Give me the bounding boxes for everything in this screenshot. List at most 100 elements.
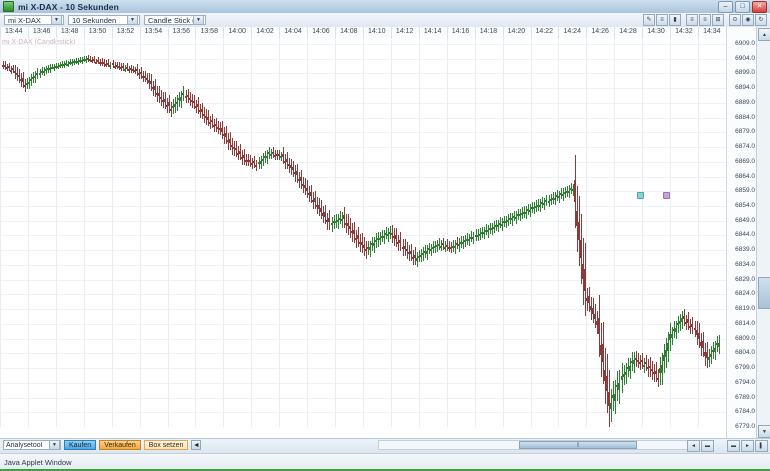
- candle-body: [310, 191, 313, 197]
- candle-body: [257, 162, 260, 165]
- candle-body: [2, 64, 4, 67]
- candle-body: [194, 105, 197, 108]
- minimize-button[interactable]: –: [718, 0, 733, 13]
- candle-body: [456, 243, 459, 246]
- sell-marker[interactable]: [663, 192, 670, 200]
- scroll-left-button[interactable]: ◄: [687, 440, 700, 452]
- zoom-out-icon[interactable]: ⊙: [729, 14, 741, 26]
- align-left-icon[interactable]: ≡: [686, 14, 698, 26]
- status-bar: Java Applet Window: [0, 453, 770, 471]
- analysetool-select[interactable]: Analysetool ▼: [3, 440, 61, 450]
- scroll-up-button[interactable]: ▲: [758, 28, 770, 41]
- candlestick: [640, 38, 643, 427]
- grid-icon[interactable]: ⊞: [712, 14, 724, 26]
- candle-body: [291, 167, 294, 171]
- scroll-down-button[interactable]: ▼: [758, 425, 770, 438]
- chevron-down-icon[interactable]: ▼: [51, 15, 62, 25]
- refresh-icon[interactable]: ↻: [755, 14, 767, 26]
- scroll-end-button[interactable]: ▌: [755, 440, 768, 452]
- vertical-scroll-thumb[interactable]: [758, 277, 770, 309]
- candle-body: [62, 64, 65, 67]
- align-right-icon[interactable]: ≡: [699, 14, 711, 26]
- candle-body: [675, 327, 678, 332]
- scroll-expand-button[interactable]: ▬: [727, 440, 740, 452]
- chevron-down-icon[interactable]: ▼: [49, 440, 60, 450]
- candle-body: [64, 63, 67, 66]
- candle-body: [650, 369, 653, 372]
- candle-body: [379, 237, 382, 240]
- set-box-button[interactable]: Box setzen: [143, 440, 189, 450]
- zoom-in-icon[interactable]: ◉: [742, 14, 754, 26]
- time-axis-separator: [83, 27, 85, 38]
- candle-body: [344, 222, 347, 225]
- scroll-right-button[interactable]: ►: [741, 440, 754, 452]
- time-axis-separator: [0, 27, 1, 38]
- vertical-gridline: [27, 38, 29, 427]
- candle-body: [145, 77, 148, 80]
- candlestick: [541, 38, 544, 427]
- time-axis-label: 14:10: [368, 28, 386, 35]
- horizontal-scrollbar[interactable]: ▯: [378, 440, 708, 450]
- candlestick: [156, 38, 159, 427]
- candlestick: [342, 38, 345, 427]
- candle-body: [630, 360, 633, 363]
- time-axis-label: 14:20: [507, 28, 526, 35]
- candle-body: [190, 100, 193, 103]
- instrument-select[interactable]: mi X-DAX ▼: [4, 15, 64, 25]
- chevron-down-icon[interactable]: ▼: [127, 15, 138, 25]
- candlestick: [614, 38, 617, 427]
- candle-body: [638, 362, 641, 365]
- more-actions-button[interactable]: ◄: [191, 440, 202, 450]
- candle-body: [448, 246, 451, 249]
- candle-body: [302, 183, 305, 187]
- sell-button[interactable]: Verkaufen: [99, 440, 141, 450]
- chart-plot[interactable]: mi X-DAX (Candlestick): [0, 38, 726, 427]
- candle-body: [657, 377, 660, 380]
- fill-tool-icon[interactable]: ▮: [669, 14, 681, 26]
- candle-body: [452, 245, 455, 248]
- instrument-value: mi X-DAX: [8, 15, 41, 25]
- candlestick: [389, 38, 392, 427]
- candle-body: [492, 226, 495, 229]
- candlestick: [476, 38, 479, 427]
- candlestick: [350, 38, 353, 427]
- candle-body: [188, 98, 191, 101]
- candle-body: [671, 333, 674, 338]
- candlestick: [34, 38, 37, 427]
- buy-button[interactable]: Kaufen: [64, 440, 97, 450]
- charttype-select[interactable]: Candle Stick (Kerzen) ▼: [144, 15, 206, 25]
- vertical-gridline: [0, 38, 1, 427]
- candlestick: [225, 38, 228, 427]
- maximize-button[interactable]: □: [735, 0, 750, 13]
- scroll-divider[interactable]: [715, 440, 726, 450]
- candlestick: [40, 38, 43, 427]
- candlestick: [89, 38, 92, 427]
- candle-body: [326, 220, 329, 223]
- order-actions: Analysetool ▼ Kaufen Verkaufen Box setze…: [3, 440, 202, 450]
- candle-wick: [386, 227, 388, 240]
- candlestick: [365, 38, 367, 427]
- chevron-down-icon[interactable]: ▼: [193, 15, 204, 25]
- horizontal-scroll-thumb[interactable]: ▯: [519, 441, 637, 449]
- candlestick: [535, 38, 538, 427]
- candlestick: [99, 38, 102, 427]
- pencil-tool-icon[interactable]: ✎: [643, 14, 655, 26]
- interval-select[interactable]: 10 Sekunden ▼: [68, 15, 140, 25]
- candlestick: [531, 38, 534, 427]
- candlestick: [28, 38, 31, 427]
- vertical-gridline: [614, 38, 616, 427]
- candle-body: [334, 220, 337, 223]
- buy-marker[interactable]: [637, 192, 644, 200]
- vertical-scrollbar[interactable]: ▲ ▼: [756, 27, 770, 438]
- vertical-gridline: [698, 38, 700, 427]
- candlestick: [239, 38, 242, 427]
- close-button[interactable]: ✕: [752, 0, 767, 13]
- candle-body: [210, 119, 213, 123]
- time-axis-separator: [502, 27, 504, 38]
- candlestick: [506, 38, 509, 427]
- candlestick: [50, 38, 53, 427]
- lines-tool-icon[interactable]: ≡: [656, 14, 668, 26]
- candlestick: [123, 38, 126, 427]
- chart-app-icon: [3, 1, 14, 12]
- scroll-compress-button[interactable]: ▬: [701, 440, 714, 452]
